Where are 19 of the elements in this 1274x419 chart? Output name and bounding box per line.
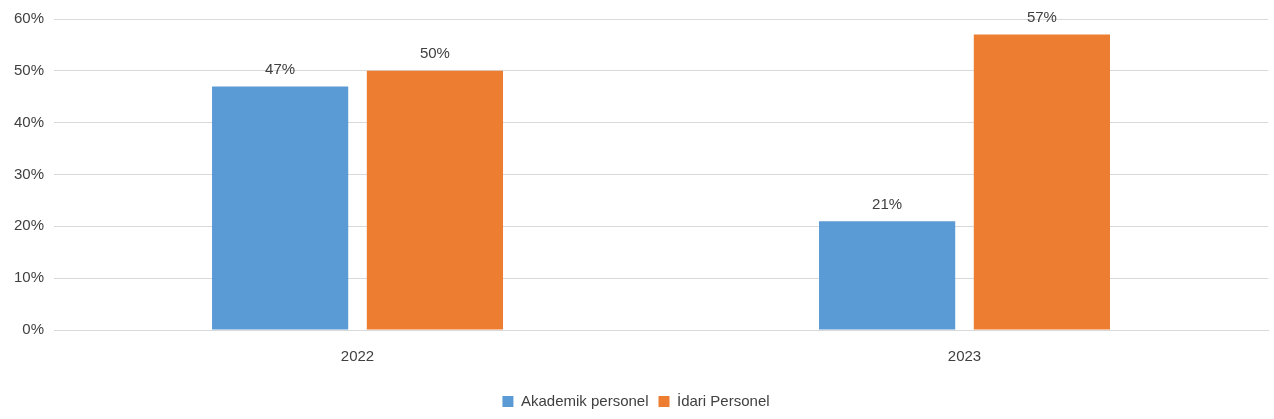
y-tick-label: 0% [22, 320, 45, 338]
bar [366, 70, 504, 330]
bar [212, 86, 349, 330]
legend-label: Akademik personel [520, 391, 649, 409]
data-label: 47% [265, 60, 296, 78]
y-tick-label: 30% [13, 164, 45, 182]
data-label: 21% [872, 194, 903, 212]
y-tick-label: 20% [13, 216, 45, 234]
x-tick-label: 2022 [340, 347, 375, 365]
data-label: 50% [419, 44, 450, 62]
y-tick-label: 40% [13, 112, 45, 130]
y-tick-label: 60% [13, 9, 45, 27]
bar [973, 34, 1110, 330]
y-tick-label: 10% [13, 268, 45, 286]
x-tick-label: 2023 [947, 347, 982, 365]
legend-label: İdari Personel [677, 391, 770, 409]
data-label: 57% [1026, 8, 1057, 26]
bar [819, 221, 956, 330]
y-tick-label: 50% [13, 60, 45, 78]
